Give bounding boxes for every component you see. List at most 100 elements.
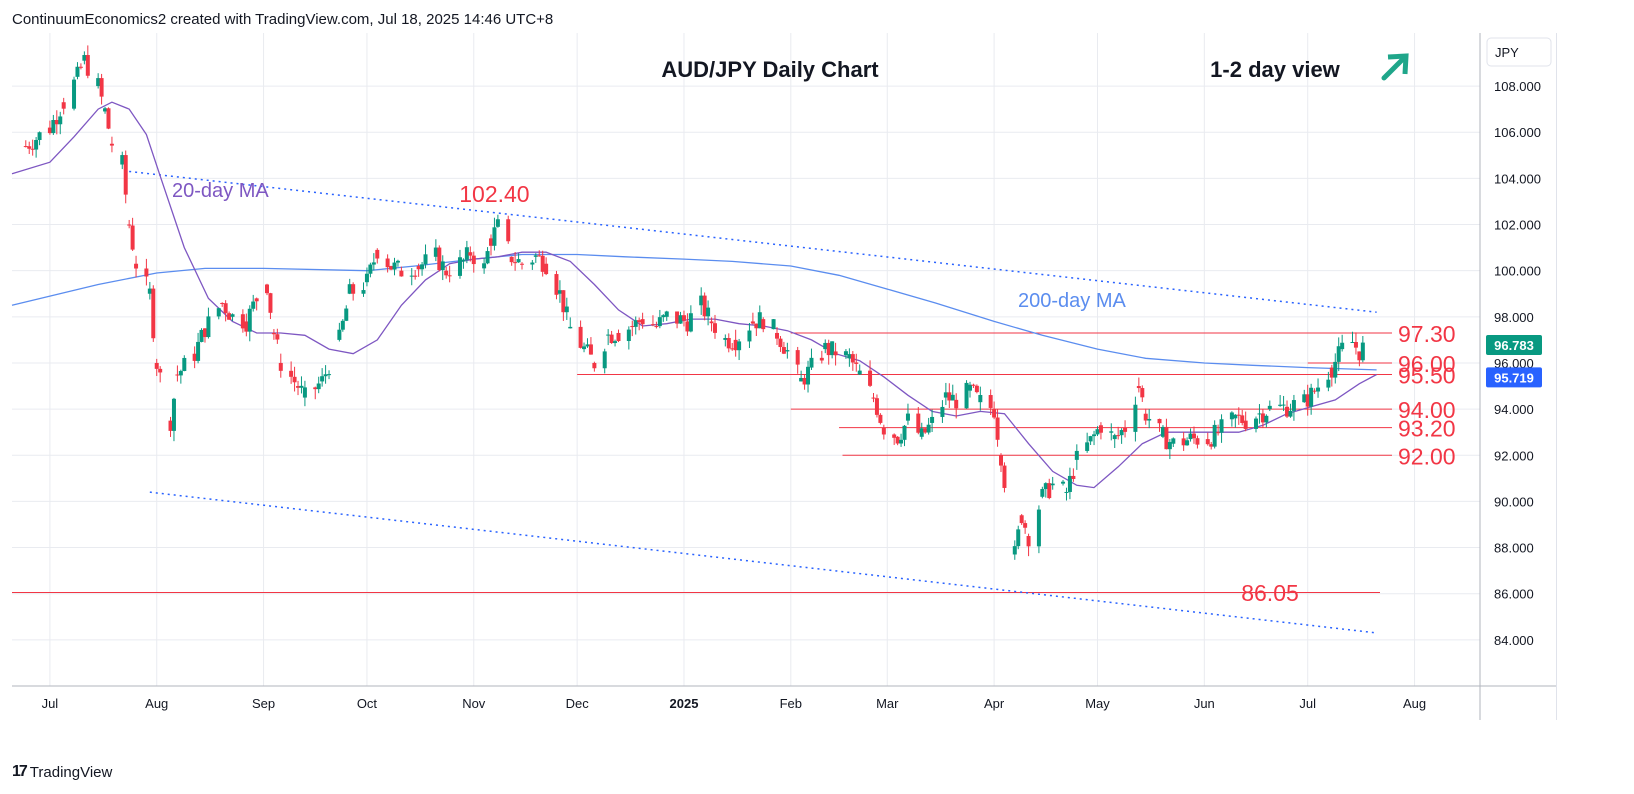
- candle-body: [750, 321, 755, 324]
- candle-body: [1309, 387, 1314, 407]
- candle-body: [630, 326, 635, 328]
- attribution-header: ContinuumEconomics2 created with Trading…: [12, 11, 554, 28]
- candle-body: [54, 120, 59, 125]
- candle-body: [650, 324, 655, 326]
- candle-body: [992, 409, 997, 418]
- candle-body: [1236, 414, 1241, 416]
- candle-body: [1157, 418, 1162, 424]
- candle-body: [1136, 386, 1141, 389]
- candle-body: [1316, 387, 1321, 392]
- candle-body: [316, 383, 321, 390]
- candle-body: [127, 224, 132, 226]
- candle-body: [151, 288, 156, 339]
- currency-label-box: [1486, 37, 1552, 67]
- candle-body: [1095, 429, 1100, 435]
- candle-body: [678, 315, 683, 324]
- candle-body: [392, 262, 397, 270]
- y-tick-label: 108.000: [1494, 79, 1541, 94]
- candle-body: [588, 344, 593, 355]
- y-tick-label: 86.000: [1494, 587, 1534, 602]
- ma200-badge: [1486, 367, 1542, 388]
- candle-body: [878, 414, 883, 423]
- tradingview-logo[interactable]: 17 TradingView: [12, 763, 112, 781]
- candle-body: [409, 275, 414, 277]
- level-label-94.00: 94.00: [1398, 397, 1456, 423]
- x-month-label: Feb: [780, 696, 802, 711]
- candle-body: [444, 270, 449, 276]
- candle-body: [954, 399, 959, 409]
- candle-body: [51, 120, 56, 134]
- y-tick-label: 88.000: [1494, 541, 1534, 556]
- candle-body: [799, 377, 804, 382]
- candle-body: [199, 329, 204, 342]
- candle-body: [847, 354, 852, 359]
- candle-body: [520, 263, 525, 265]
- chart-title: AUD/JPY Daily Chart: [661, 57, 879, 82]
- candle-body: [688, 313, 693, 332]
- candle-body: [509, 256, 514, 263]
- candle-body: [1188, 433, 1193, 440]
- candle-body: [654, 326, 659, 328]
- tradingview-logo-icon: 17: [12, 763, 28, 780]
- candle-body: [757, 312, 762, 329]
- candle-body: [433, 247, 438, 257]
- candle-body: [554, 274, 559, 295]
- y-tick-label: 102.000: [1494, 218, 1541, 233]
- candle-body: [1350, 341, 1355, 343]
- candle-body: [1195, 438, 1200, 445]
- candle-body: [1209, 444, 1214, 447]
- candle-body: [1016, 529, 1021, 547]
- candle-body: [23, 146, 28, 148]
- upper-trendline: [129, 170, 1377, 313]
- candle-body: [919, 428, 924, 437]
- candle-body: [27, 146, 32, 149]
- candle-body: [661, 315, 666, 318]
- candle-body: [123, 155, 128, 195]
- candle-body: [706, 307, 711, 317]
- candle-body: [147, 288, 152, 294]
- candle-body: [244, 321, 249, 332]
- candle-body: [564, 306, 569, 313]
- candle-body: [1140, 388, 1145, 398]
- view-label: 1-2 day view: [1210, 57, 1341, 82]
- candle-body: [1340, 342, 1345, 350]
- x-month-label: Mar: [876, 696, 899, 711]
- candle-body: [461, 259, 466, 262]
- candle-body: [533, 255, 538, 257]
- ma20-line: [11, 101, 1377, 489]
- candle-body: [82, 55, 87, 61]
- candle-body: [1260, 413, 1265, 423]
- candle-body: [275, 334, 280, 340]
- candle-body: [830, 341, 835, 356]
- y-tick-label: 92.000: [1494, 448, 1534, 463]
- candle-body: [96, 78, 101, 87]
- candle-body: [712, 323, 717, 333]
- candle-body: [103, 108, 108, 112]
- candle-body: [609, 334, 614, 344]
- ma200-label: 200-day MA: [1018, 290, 1126, 312]
- candle-body: [513, 262, 518, 264]
- candle-body: [516, 259, 521, 263]
- last-price-label: 96.783: [1494, 338, 1534, 353]
- y-tick-label: 106.000: [1494, 125, 1541, 140]
- candle-body: [1098, 425, 1103, 433]
- y-tick-label: 104.000: [1494, 171, 1541, 186]
- currency-label: JPY: [1495, 45, 1519, 60]
- candle-body: [399, 270, 404, 277]
- candle-body: [1133, 404, 1138, 432]
- candle-body: [1012, 546, 1017, 555]
- ma20-label: 20-day MA: [172, 180, 269, 202]
- candle-body: [1357, 351, 1362, 361]
- candle-body: [340, 320, 345, 330]
- candle-body: [778, 338, 783, 348]
- candle-body: [967, 384, 972, 391]
- candle-body: [1216, 432, 1221, 434]
- ma200-line: [11, 253, 1377, 371]
- candle-body: [265, 284, 270, 294]
- candle-body: [930, 416, 935, 423]
- candle-body: [1160, 426, 1165, 437]
- candle-body: [85, 55, 90, 76]
- candle-body: [1302, 394, 1307, 403]
